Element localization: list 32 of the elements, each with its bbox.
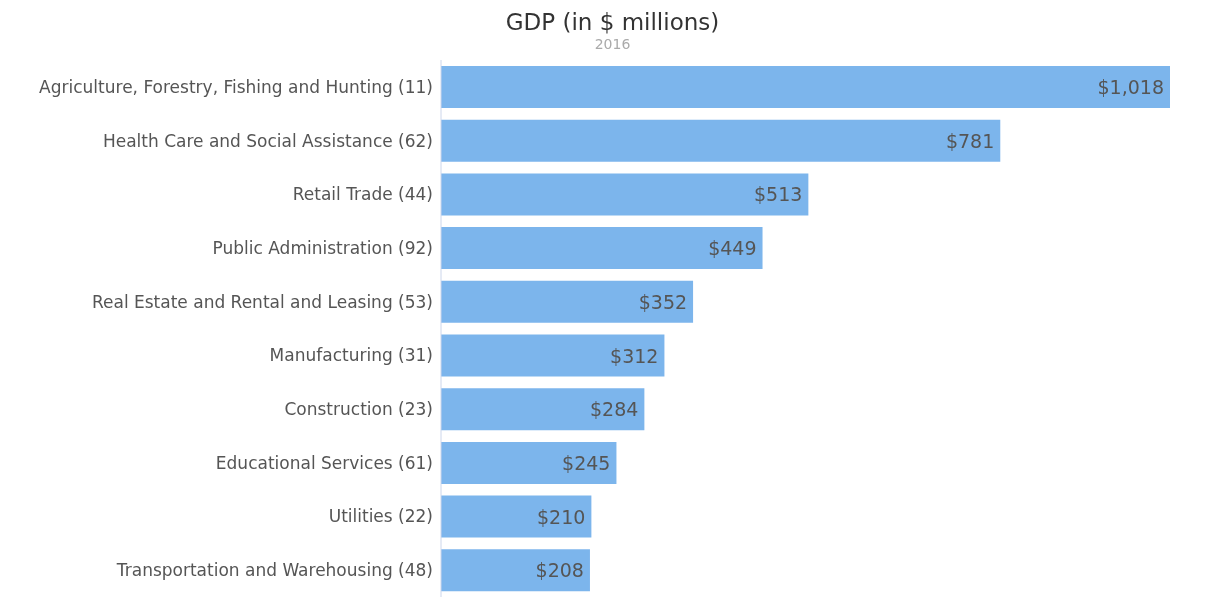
data-label: $208 [535, 559, 584, 582]
bar [441, 495, 592, 538]
bar [441, 173, 809, 216]
chart-title: GDP (in $ millions) [504, 8, 721, 36]
y-tick-label: Utilities (22) [328, 506, 433, 527]
data-label: $449 [708, 237, 757, 260]
data-label: $284 [590, 398, 639, 421]
y-tick-label: Health Care and Social Assistance (62) [102, 130, 433, 151]
bar [441, 280, 694, 323]
data-label: $312 [610, 344, 659, 367]
y-tick-label: Real Estate and Rental and Leasing (53) [91, 291, 433, 312]
y-tick-label: Public Administration (92) [212, 237, 433, 258]
data-label: $513 [754, 183, 803, 206]
bar [441, 227, 763, 270]
bar [441, 334, 665, 377]
data-label: $245 [562, 451, 611, 474]
bar [441, 549, 590, 592]
data-label: $210 [537, 505, 586, 528]
y-tick-label: Agriculture, Forestry, Fishing and Hunting (11) [39, 76, 433, 97]
y-tick-label: Educational Services (61) [215, 452, 433, 473]
data-label: $1,018 [1097, 76, 1164, 98]
data-label: $781 [945, 129, 995, 152]
chart-subtitle: 2016 [593, 36, 632, 52]
bar [441, 119, 1001, 162]
bar [441, 66, 1170, 108]
bar [441, 441, 617, 484]
y-tick-label: Manufacturing (31) [269, 345, 433, 366]
y-tick-label: Transportation and Warehousing (48) [115, 560, 433, 581]
bar [441, 388, 645, 431]
data-label: $352 [638, 290, 688, 313]
y-tick-label: Retail Trade (44) [292, 184, 433, 205]
y-tick-label: Construction (23) [284, 399, 433, 420]
